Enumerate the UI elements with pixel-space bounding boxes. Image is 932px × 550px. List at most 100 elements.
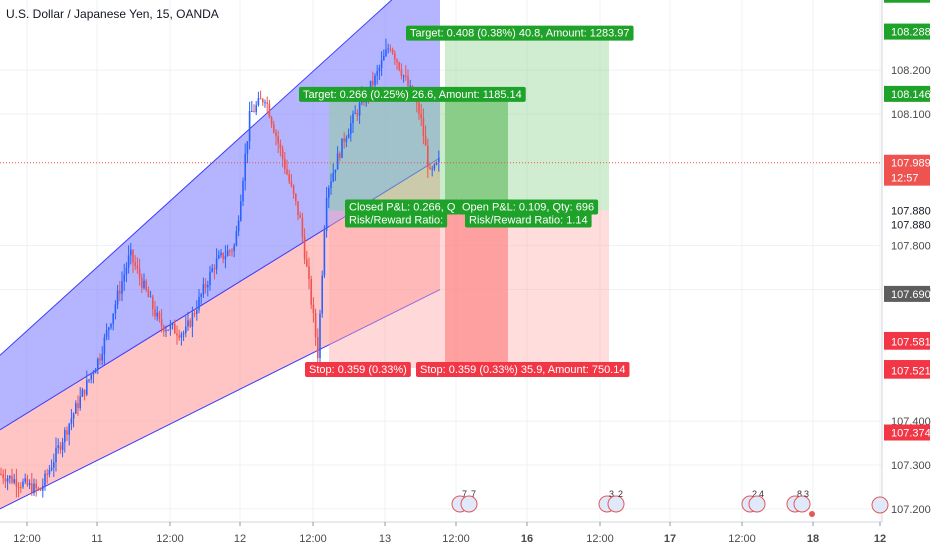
candle: [61, 437, 64, 458]
candle-body: [255, 105, 257, 112]
price-tag-bg: [884, 285, 930, 302]
candle: [290, 173, 293, 188]
candle: [99, 353, 101, 366]
x-tick-label: 12: [874, 533, 886, 545]
candle: [114, 300, 117, 320]
candle-body: [99, 358, 101, 361]
candle: [295, 193, 297, 206]
event-flag-icon: [871, 496, 889, 514]
candle: [185, 316, 187, 338]
candle-body: [174, 323, 176, 334]
candle-body: [64, 430, 66, 443]
candle-body: [275, 132, 277, 137]
candle-body: [125, 267, 128, 275]
candle-body: [356, 112, 359, 116]
regression-channel: [0, 0, 441, 510]
price-tag-bg: [884, 333, 930, 350]
candle: [264, 99, 266, 108]
candle-body: [418, 102, 420, 114]
candle: [90, 374, 92, 384]
candle: [303, 228, 306, 265]
candle: [405, 65, 407, 81]
price-tag: 107.581: [891, 337, 931, 349]
candle: [160, 309, 163, 333]
candle-body: [242, 180, 244, 202]
candle: [229, 248, 231, 256]
price-tag: 107.521: [891, 366, 931, 378]
candle: [422, 108, 425, 145]
candle: [35, 479, 37, 497]
candle: [319, 309, 321, 365]
candle-body: [277, 136, 279, 144]
price-tag-bg: [884, 23, 930, 40]
candle-body: [334, 169, 337, 173]
candle-body: [314, 312, 317, 338]
candle: [33, 478, 35, 496]
candle-body: [378, 67, 381, 72]
candle-body: [394, 53, 396, 60]
candle: [253, 104, 255, 113]
candle: [273, 120, 275, 134]
candle-body: [108, 327, 110, 331]
candle-body: [165, 329, 167, 332]
candle: [198, 289, 200, 314]
candle: [119, 280, 121, 301]
candle-body: [145, 280, 147, 290]
candle-body: [61, 442, 64, 450]
x-tick-label: 17: [664, 533, 676, 545]
candle: [398, 61, 400, 72]
position1-pl-label-bg: [345, 199, 460, 215]
candle-body: [66, 430, 68, 435]
candle: [288, 169, 290, 184]
candle-body: [257, 98, 260, 106]
price-tag: 107.880: [891, 220, 931, 232]
candle-body: [358, 102, 361, 116]
candle-body: [374, 75, 376, 86]
time-axis: 12:00 11 12:00 12 12:00 13 12:00 16 12:00 17 12:00…: [0, 521, 886, 545]
candle-body: [112, 313, 114, 324]
candle-body: [226, 250, 229, 257]
candle: [108, 326, 110, 340]
price-tag-bg: [884, 169, 930, 186]
candle-body: [24, 478, 26, 482]
candle: [20, 482, 22, 493]
candle: [125, 262, 128, 283]
candle-body: [200, 294, 202, 297]
candle: [330, 173, 332, 195]
candle-body: [121, 281, 123, 294]
candle-body: [240, 201, 242, 221]
candle-body: [235, 231, 238, 246]
candle: [394, 50, 396, 65]
candle: [75, 400, 77, 414]
candle: [299, 211, 301, 219]
candle-body: [297, 201, 299, 216]
event-count: 8: [797, 489, 802, 499]
position1-target-label: Target: 0.266 (0.25%) 26.6, Amount: 1185…: [303, 89, 522, 101]
candle-body: [431, 168, 433, 170]
candle: [13, 473, 15, 485]
candle-body: [22, 481, 24, 487]
candle-body: [178, 335, 180, 338]
candle-body: [189, 320, 191, 327]
candle: [22, 478, 24, 489]
candle: [433, 163, 436, 172]
candle-body: [31, 483, 33, 494]
candle: [343, 132, 345, 149]
candle-body: [160, 318, 163, 327]
candle: [66, 426, 68, 442]
candle: [28, 479, 31, 489]
candle-body: [141, 277, 143, 288]
candle: [145, 278, 147, 293]
candle: [24, 473, 26, 485]
candle-body: [290, 181, 293, 186]
candle: [209, 265, 211, 291]
candle: [374, 73, 376, 90]
candle: [339, 151, 341, 162]
candle-body: [158, 312, 161, 319]
candle-body: [321, 275, 323, 314]
candle: [178, 329, 180, 341]
candle-body: [202, 284, 205, 295]
candle-body: [433, 164, 436, 169]
candle: [301, 212, 304, 243]
